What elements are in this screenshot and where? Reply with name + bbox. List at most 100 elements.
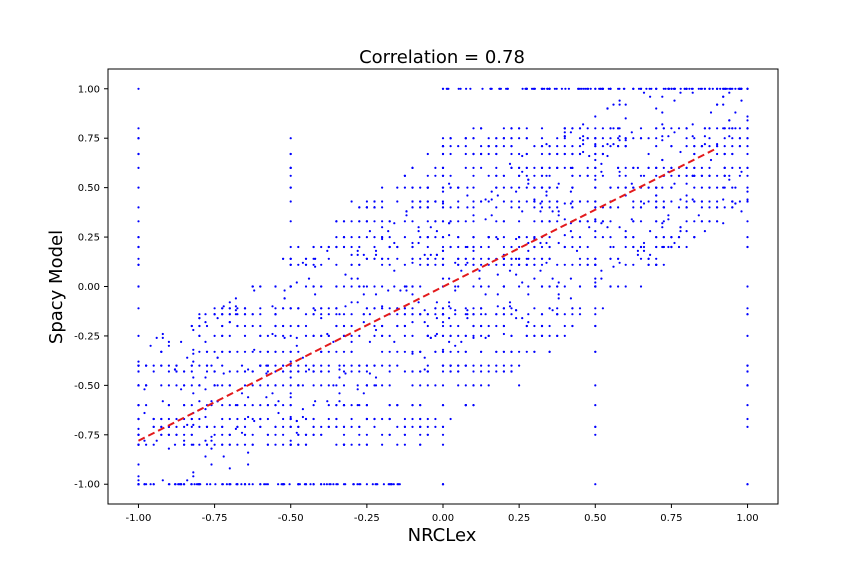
data-point xyxy=(160,350,163,353)
data-point xyxy=(259,417,262,421)
data-point xyxy=(190,324,193,328)
data-point xyxy=(297,433,300,436)
data-point xyxy=(515,237,518,241)
data-point xyxy=(728,174,731,177)
data-point xyxy=(277,483,280,486)
data-point xyxy=(213,433,216,436)
data-point xyxy=(429,226,432,229)
data-point xyxy=(457,200,460,203)
data-point xyxy=(403,443,406,446)
data-point xyxy=(472,285,475,288)
data-point xyxy=(342,285,346,288)
data-point xyxy=(149,344,152,347)
data-point xyxy=(243,425,247,428)
data-point xyxy=(457,324,460,328)
data-point xyxy=(667,214,670,217)
data-point xyxy=(571,152,574,156)
data-point xyxy=(609,220,612,223)
data-point xyxy=(472,220,475,223)
data-point xyxy=(205,425,209,428)
data-point xyxy=(708,127,711,130)
data-point xyxy=(466,186,469,189)
data-point xyxy=(381,186,384,189)
data-point xyxy=(297,263,300,266)
data-point xyxy=(365,220,368,223)
data-point xyxy=(539,202,542,205)
data-point xyxy=(304,364,308,367)
data-point xyxy=(618,135,621,138)
data-point xyxy=(457,206,460,209)
data-point xyxy=(301,408,304,411)
data-point xyxy=(502,186,505,189)
data-point xyxy=(314,265,317,268)
data-point xyxy=(356,384,359,387)
data-point xyxy=(466,313,469,316)
data-point xyxy=(464,350,467,353)
data-point xyxy=(465,87,468,90)
data-point xyxy=(533,263,536,266)
data-point xyxy=(429,336,432,339)
data-point xyxy=(723,174,726,177)
data-point xyxy=(365,206,368,209)
data-point xyxy=(210,435,213,438)
data-point xyxy=(711,87,714,90)
data-point xyxy=(373,324,376,328)
data-point xyxy=(221,334,224,337)
data-point xyxy=(228,334,231,337)
data-point xyxy=(466,194,469,197)
data-point xyxy=(403,313,406,316)
data-point xyxy=(335,285,338,288)
data-point xyxy=(441,483,445,486)
data-point xyxy=(746,313,749,316)
data-point xyxy=(495,152,498,156)
data-point xyxy=(667,87,670,90)
data-point xyxy=(155,336,158,339)
data-point xyxy=(381,307,384,310)
data-point xyxy=(145,404,148,407)
data-point xyxy=(594,257,597,260)
data-point xyxy=(685,230,688,233)
data-point xyxy=(373,285,376,288)
data-point xyxy=(594,166,597,169)
data-point xyxy=(496,194,499,197)
data-point xyxy=(545,143,548,146)
data-point xyxy=(734,186,737,189)
data-point xyxy=(557,293,560,296)
data-point xyxy=(480,257,483,260)
data-point xyxy=(289,396,292,399)
data-point xyxy=(228,417,231,421)
data-point xyxy=(190,433,193,436)
data-point xyxy=(381,263,384,266)
data-point xyxy=(411,166,414,169)
data-point xyxy=(540,145,544,148)
data-point xyxy=(253,419,256,423)
data-point xyxy=(358,285,361,288)
data-point xyxy=(426,263,429,266)
data-point xyxy=(655,245,658,249)
data-point xyxy=(137,87,140,90)
data-point xyxy=(137,427,140,430)
data-point xyxy=(556,220,559,223)
data-point xyxy=(358,220,361,223)
data-point xyxy=(192,443,195,446)
data-point xyxy=(609,186,612,189)
data-point xyxy=(441,425,445,428)
data-point xyxy=(571,245,574,249)
data-point xyxy=(563,285,566,288)
data-point xyxy=(251,417,254,421)
data-point xyxy=(173,368,177,371)
data-point xyxy=(642,241,646,245)
data-point xyxy=(563,127,566,130)
data-point xyxy=(411,350,414,353)
data-point xyxy=(396,313,399,316)
data-point xyxy=(160,384,163,387)
data-point xyxy=(518,220,521,223)
data-point xyxy=(578,200,582,203)
data-point xyxy=(466,261,469,264)
data-point xyxy=(373,220,376,223)
data-point xyxy=(457,87,460,90)
data-point xyxy=(434,166,437,169)
data-point xyxy=(700,220,704,223)
data-point xyxy=(434,425,437,428)
data-point xyxy=(365,417,368,421)
